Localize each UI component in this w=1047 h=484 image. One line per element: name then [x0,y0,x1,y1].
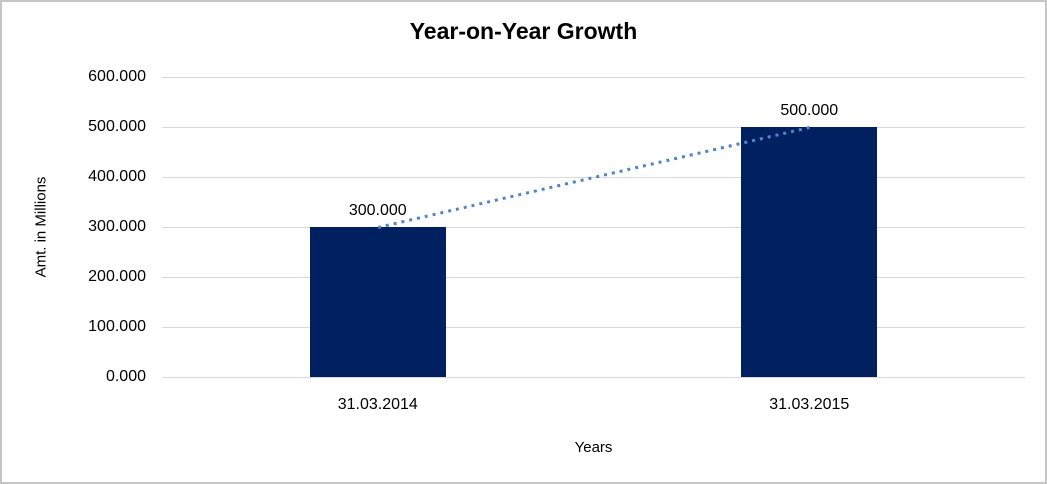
gridline [162,377,1025,378]
y-tick-label: 300.000 [88,218,146,235]
data-label: 500.000 [780,102,839,119]
gridline [162,277,1025,278]
x-tick-label: 31.03.2014 [337,396,418,413]
y-tick-label: 0.000 [105,368,146,385]
gridline [162,327,1025,328]
gridline [162,227,1025,228]
y-tick-label: 100.000 [88,318,146,335]
data-label: 300.000 [348,202,407,219]
bar-31.03.2014 [309,227,446,377]
x-tick-label: 31.03.2015 [769,396,850,413]
y-tick-label: 600.000 [88,68,146,85]
y-tick-label: 400.000 [88,168,146,185]
plot-area [162,77,1025,378]
bar-31.03.2015 [741,127,878,377]
chart-title: Year-on-Year Growth [409,18,638,44]
x-axis-title: Years [574,439,613,456]
y-tick-label: 500.000 [88,118,146,135]
y-tick-label: 200.000 [88,268,146,285]
gridline [162,127,1025,128]
gridline [162,77,1025,78]
